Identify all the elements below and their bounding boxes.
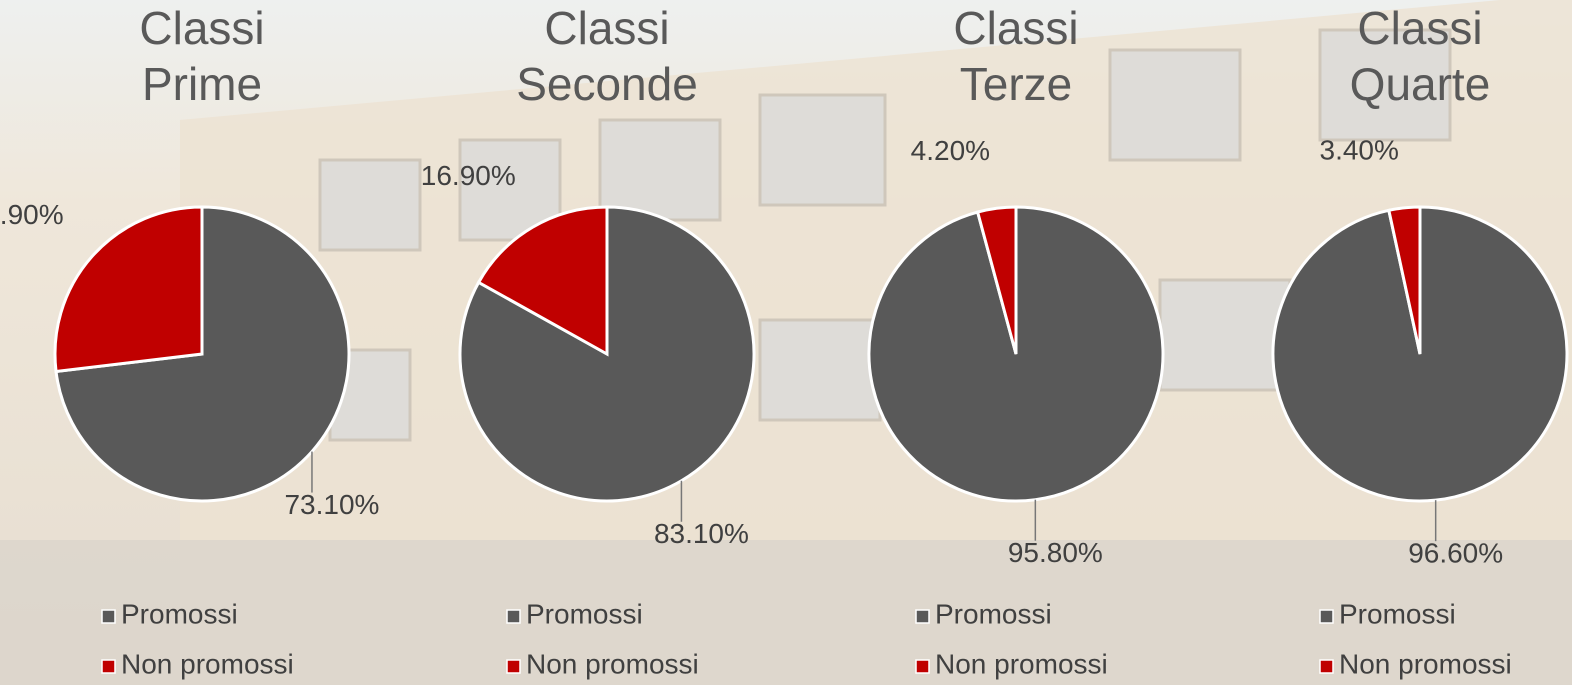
legend-swatch: [916, 610, 929, 623]
legend-label: Promossi: [1339, 598, 1456, 629]
data-label: 3.40%: [1320, 135, 1399, 166]
data-label: 26.90%: [0, 199, 64, 230]
legend-swatch: [102, 610, 115, 623]
legend-label: Non promossi: [935, 648, 1108, 679]
chart-title: Quarte: [1350, 58, 1491, 110]
data-label: 16.90%: [421, 160, 516, 191]
chart-title: Classi: [139, 2, 264, 54]
legend-swatch: [1320, 660, 1333, 673]
chart-title: Prime: [142, 58, 262, 110]
chart-title: Classi: [544, 2, 669, 54]
data-label: 73.10%: [284, 489, 379, 520]
data-label: 83.10%: [654, 518, 749, 549]
legend-label: Non promossi: [121, 648, 294, 679]
legend-label: Promossi: [526, 598, 643, 629]
legend-swatch: [1320, 610, 1333, 623]
legend-swatch: [916, 660, 929, 673]
chart-title: Classi: [953, 2, 1078, 54]
data-label: 96.60%: [1408, 538, 1503, 569]
slide: ClassiPrime73.10%26.90%PromossiNon promo…: [0, 0, 1572, 685]
legend-label: Non promossi: [1339, 648, 1512, 679]
legend-label: Promossi: [121, 598, 238, 629]
chart-title: Terze: [960, 58, 1072, 110]
legend-label: Promossi: [935, 598, 1052, 629]
chart-title: Classi: [1357, 2, 1482, 54]
data-label: 95.80%: [1008, 537, 1103, 568]
legend-swatch: [102, 660, 115, 673]
chart-title: Seconde: [516, 58, 698, 110]
data-label: 4.20%: [911, 135, 990, 166]
legend-swatch: [507, 610, 520, 623]
legend-swatch: [507, 660, 520, 673]
legend-label: Non promossi: [526, 648, 699, 679]
